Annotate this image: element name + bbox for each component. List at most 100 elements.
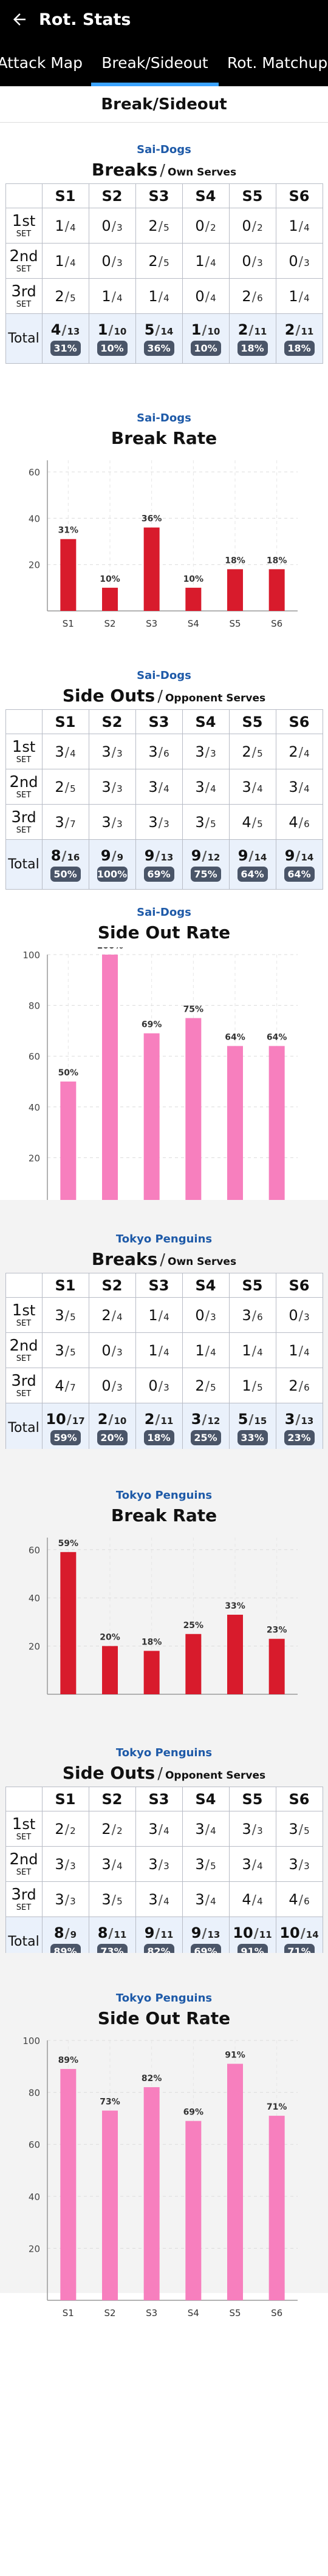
table-row: 1st SET 3∕5 2∕4 1∕4 0∕3 3∕6 0∕3: [5, 1297, 323, 1333]
cell-denominator: 3: [163, 818, 169, 830]
cell-denominator: 4: [210, 1895, 216, 1907]
total-fraction: 5∕14: [136, 321, 182, 338]
total-cell: 2∕11 18%: [228, 313, 276, 364]
cell-slash: ∕: [64, 1926, 70, 1941]
percent-badge: 69%: [143, 867, 174, 882]
cell-slash: ∕: [111, 745, 117, 760]
cell-denominator: 5: [70, 1311, 76, 1323]
cell-denominator: 3: [117, 818, 123, 830]
bar-value-label: 75%: [183, 1005, 204, 1015]
cell-slash: ∕: [202, 323, 207, 338]
column-header: S5: [228, 183, 276, 208]
bar-s5: [227, 1046, 243, 1208]
cell-slash: ∕: [64, 745, 70, 760]
stat-cell: 1∕4: [88, 278, 136, 314]
total-fraction: 9∕13: [183, 1924, 229, 1941]
row-set: SET: [16, 300, 32, 309]
cell-denominator: 3: [117, 748, 123, 759]
cell-numerator: 2: [148, 217, 158, 234]
cell-numerator: 1: [101, 287, 111, 305]
chart-title: Side Out Rate: [97, 2008, 231, 2028]
total-denominator: 14: [306, 1929, 319, 1940]
stat-cell: 3∕4: [41, 734, 89, 769]
bar-s1: [60, 1552, 77, 1694]
total-denominator: 15: [254, 1416, 267, 1426]
row-label: 2nd SET: [5, 769, 43, 805]
cell-numerator: 2: [148, 252, 158, 270]
header-corner: [5, 1273, 43, 1298]
total-cell: 8∕16 50%: [41, 839, 89, 890]
cell-slash: ∕: [251, 254, 257, 270]
cell-slash: ∕: [248, 849, 254, 864]
column-header: S3: [135, 1273, 183, 1298]
table-title: Side Outs: [62, 686, 155, 706]
table-row: 3rd SET 3∕3 3∕5 3∕4 3∕4 4∕4 4∕6: [5, 1881, 323, 1917]
stat-cell: 1∕4: [41, 208, 89, 244]
y-tick-label: 40: [29, 1102, 40, 1113]
header-corner: [5, 183, 43, 208]
row-num: 2: [9, 1337, 20, 1355]
cell-numerator: 3: [289, 1820, 298, 1838]
tab-attack-map[interactable]: Attack Map: [0, 53, 83, 72]
percent-badge: 50%: [50, 867, 81, 882]
column-header: S5: [228, 1273, 276, 1298]
cell-denominator: 5: [163, 257, 169, 268]
total-denominator: 11: [259, 1929, 272, 1940]
total-numerator: 2: [144, 1411, 155, 1428]
cell-denominator: 7: [70, 818, 76, 830]
cell-slash: ∕: [298, 219, 304, 234]
stat-cell: 1∕5: [228, 1368, 276, 1403]
stat-cell: 0∕3: [228, 243, 276, 279]
bar-value-label: 18%: [267, 556, 287, 565]
cell-denominator: 5: [70, 292, 76, 304]
cell-denominator: 3: [257, 1825, 263, 1836]
total-numerator: 8: [50, 847, 61, 864]
total-cell: 2∕10 20%: [88, 1403, 136, 1453]
column-header: S4: [182, 183, 230, 208]
cell-numerator: 0: [101, 217, 111, 234]
team-name: Tokyo Penguins: [115, 1746, 213, 1759]
row-suffix: st: [22, 213, 36, 230]
total-cell: 10∕17 59%: [41, 1403, 89, 1453]
bar-value-label: 50%: [58, 1068, 79, 1078]
total-fraction: 9∕14: [276, 847, 323, 864]
cell-slash: ∕: [64, 1308, 70, 1324]
bar-s2: [102, 2110, 118, 2300]
y-tick-label: 60: [29, 1545, 40, 1556]
cell-denominator: 4: [163, 1346, 169, 1358]
bar-value-label: 10%: [183, 574, 204, 584]
bar-s4: [185, 1634, 202, 1694]
total-cell: 2∕11 18%: [135, 1403, 183, 1453]
bar-s6: [268, 569, 285, 611]
stat-cell: 2∕2: [41, 1811, 89, 1847]
row-label: 3rd SET: [5, 1881, 43, 1917]
total-fraction: 2∕11: [276, 321, 323, 338]
total-denominator: 11: [160, 1416, 174, 1426]
table-title: Side Outs: [62, 1763, 155, 1783]
cell-numerator: 3: [242, 778, 251, 796]
cell-slash: ∕: [202, 1412, 207, 1428]
stat-cell: 3∕3: [275, 1846, 323, 1882]
total-fraction: 9∕13: [136, 847, 182, 864]
cell-denominator: 4: [210, 1346, 216, 1358]
cell-numerator: 3: [55, 813, 64, 831]
total-label: Total: [5, 313, 43, 364]
total-fraction: 2∕10: [89, 1411, 135, 1428]
cell-numerator: 0: [289, 252, 298, 270]
y-tick-label: 80: [29, 2088, 40, 2099]
row-set: SET: [16, 1868, 32, 1877]
tab-break-sideout[interactable]: Break/Sideout: [91, 39, 219, 86]
column-header: S6: [275, 1787, 323, 1811]
cell-slash: ∕: [158, 815, 163, 831]
arrow-left-icon[interactable]: [0, 0, 39, 39]
total-fraction: 10∕17: [43, 1411, 89, 1428]
row-suffix: st: [22, 1302, 36, 1319]
cell-denominator: 5: [257, 748, 263, 759]
stat-cell: 2∕6: [228, 278, 276, 314]
cell-numerator: 0: [289, 1306, 298, 1324]
cell-slash: ∕: [205, 1378, 210, 1394]
cell-denominator: 4: [257, 783, 263, 794]
stat-cell: 1∕4: [135, 1332, 183, 1368]
team-name: Tokyo Penguins: [115, 1992, 213, 2005]
tab-rot-matchup[interactable]: Rot. Matchup: [227, 53, 328, 72]
